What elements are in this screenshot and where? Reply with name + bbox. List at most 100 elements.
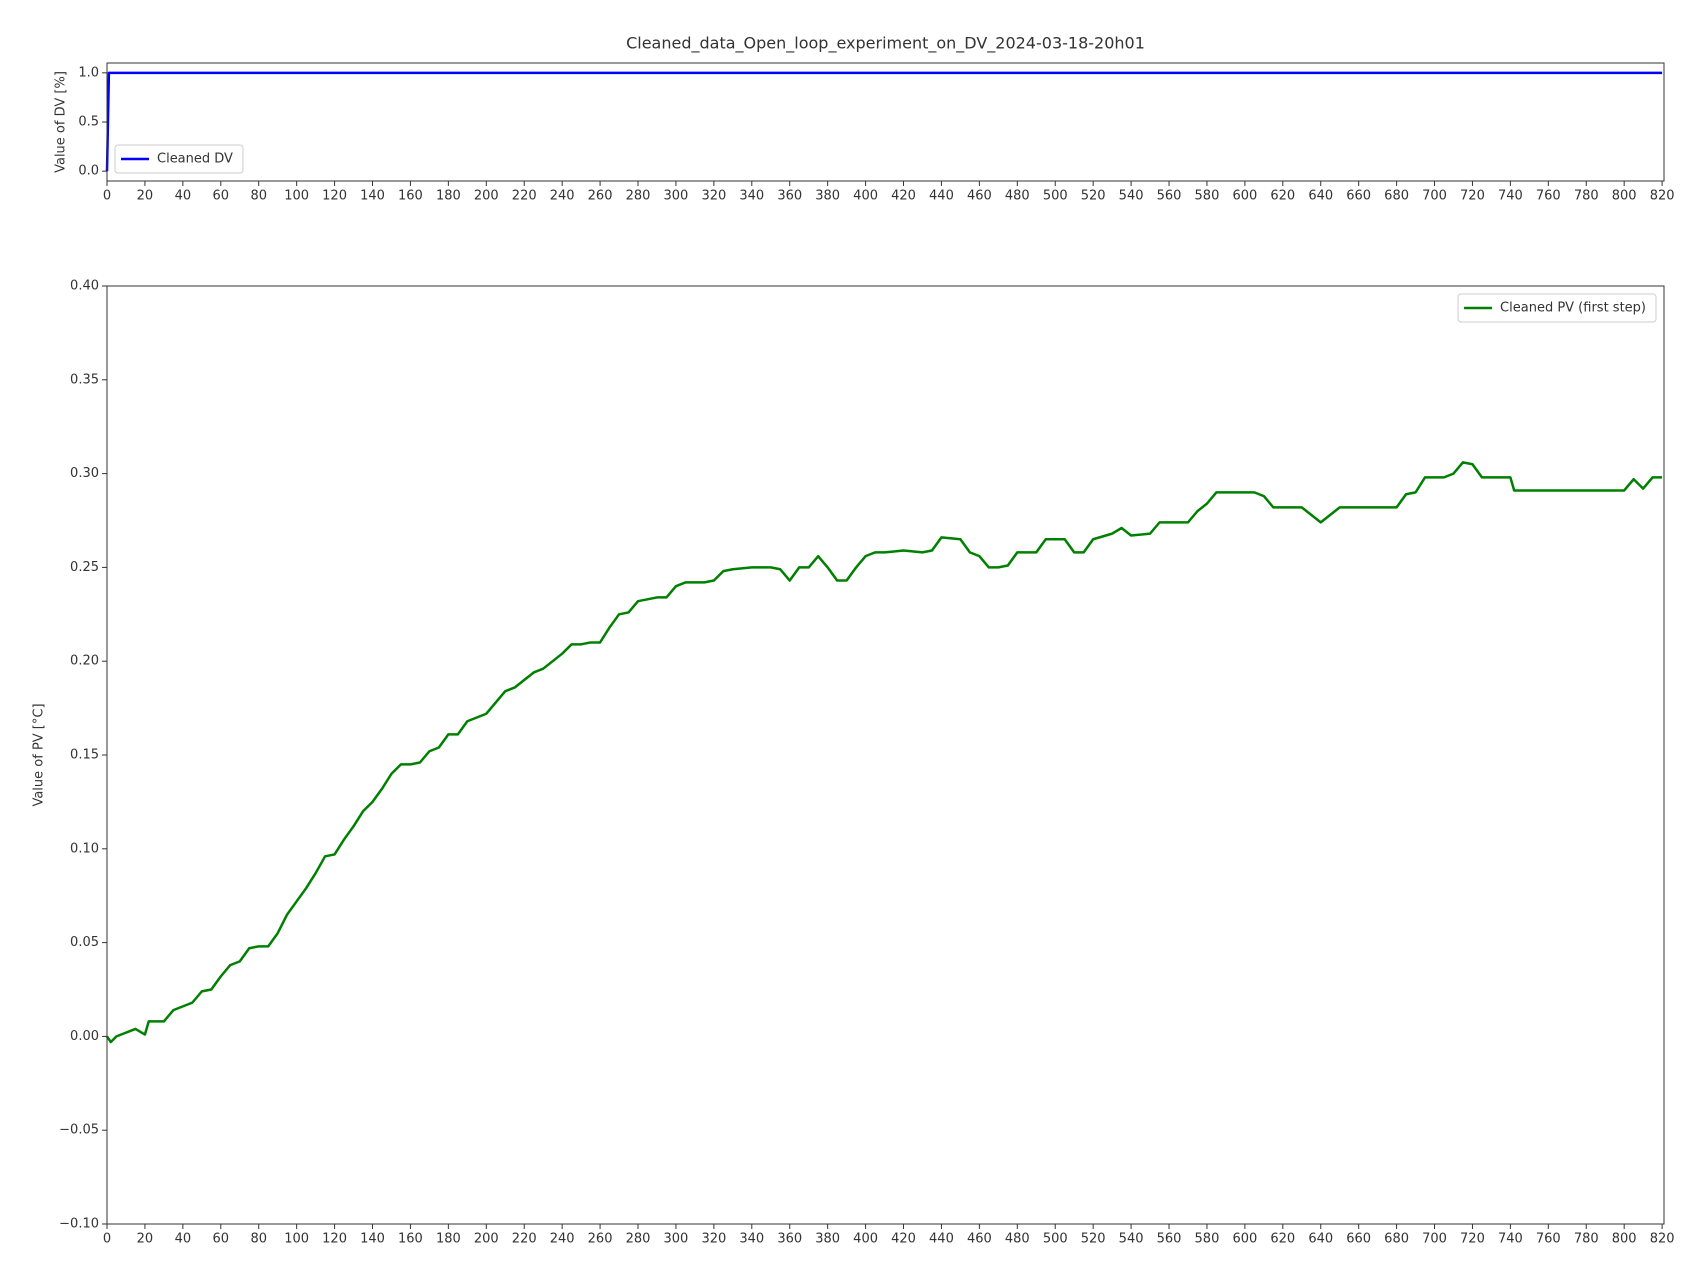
x-tick-label: 380 [815, 189, 840, 204]
x-tick-label: 240 [550, 1232, 575, 1247]
legend: Cleaned PV (first step) [1457, 293, 1657, 323]
x-tick-label: 160 [398, 189, 423, 204]
x-tick-label: 300 [664, 1232, 689, 1247]
data-line [105, 461, 1663, 1044]
y-tick-label: 0.40 [70, 279, 99, 294]
x-tick-label: 220 [512, 189, 537, 204]
x-tick-label: 460 [967, 189, 992, 204]
x-tick-label: 480 [1005, 1232, 1030, 1247]
x-tick-label: 800 [1612, 1232, 1637, 1247]
y-tick-label: 0.30 [70, 466, 99, 481]
x-tick-label: 100 [284, 1232, 309, 1247]
x-tick-label: 820 [1650, 189, 1675, 204]
x-tick-label: 260 [588, 189, 613, 204]
x-tick-label: 480 [1005, 189, 1030, 204]
x-tick-label: 720 [1460, 1232, 1485, 1247]
x-tick-label: 280 [626, 189, 651, 204]
x-tick-label: 400 [853, 1232, 878, 1247]
x-tick-label: 0 [103, 1232, 111, 1247]
x-tick-label: 300 [664, 189, 689, 204]
x-tick-label: 440 [929, 1232, 954, 1247]
y-tick-label: 0.10 [70, 841, 99, 856]
x-tick-label: 600 [1232, 189, 1257, 204]
x-tick-label: 60 [213, 189, 230, 204]
x-tick-label: 180 [436, 189, 461, 204]
x-tick-label: 720 [1460, 189, 1485, 204]
x-tick-label: 420 [891, 189, 916, 204]
x-tick-label: 780 [1574, 189, 1599, 204]
y-tick-label: 0.20 [70, 654, 99, 669]
x-tick-label: 500 [1043, 189, 1068, 204]
x-tick-label: 540 [1119, 189, 1144, 204]
x-tick-label: 280 [626, 1232, 651, 1247]
x-tick-label: 620 [1270, 1232, 1295, 1247]
y-tick-label: 0.15 [70, 748, 99, 763]
x-tick-label: 360 [777, 189, 802, 204]
y-tick-label: −0.05 [59, 1123, 99, 1138]
x-tick-label: 700 [1422, 189, 1447, 204]
x-tick-label: 40 [175, 1232, 192, 1247]
x-tick-label: 580 [1195, 189, 1220, 204]
x-tick-label: 660 [1346, 189, 1371, 204]
x-tick-label: 760 [1536, 189, 1561, 204]
x-tick-label: 60 [213, 1232, 230, 1247]
plot-frame [106, 62, 1665, 182]
x-tick-label: 560 [1157, 1232, 1182, 1247]
x-tick-label: 0 [103, 189, 111, 204]
x-tick-label: 700 [1422, 1232, 1447, 1247]
x-tick-label: 200 [474, 1232, 499, 1247]
x-tick-label: 220 [512, 1232, 537, 1247]
y-axis-label: Value of PV [°C] [32, 703, 47, 806]
x-tick-label: 540 [1119, 1232, 1144, 1247]
x-tick-label: 740 [1498, 1232, 1523, 1247]
legend-label: Cleaned DV [157, 152, 233, 167]
x-tick-label: 680 [1384, 189, 1409, 204]
x-tick-label: 120 [322, 1232, 347, 1247]
x-tick-label: 20 [137, 1232, 154, 1247]
x-tick-label: 800 [1612, 189, 1637, 204]
x-tick-label: 120 [322, 189, 347, 204]
y-tick-label: 0.05 [70, 935, 99, 950]
x-tick-label: 640 [1308, 189, 1333, 204]
plot-frame [106, 285, 1665, 1225]
x-tick-label: 500 [1043, 1232, 1068, 1247]
y-tick-label: 0.35 [70, 372, 99, 387]
x-tick-label: 680 [1384, 1232, 1409, 1247]
y-tick-label: 0.00 [70, 1029, 99, 1044]
x-tick-label: 400 [853, 189, 878, 204]
x-tick-label: 80 [250, 189, 267, 204]
x-tick-label: 820 [1650, 1232, 1675, 1247]
x-tick-label: 340 [739, 189, 764, 204]
x-tick-label: 380 [815, 1232, 840, 1247]
x-tick-label: 520 [1081, 189, 1106, 204]
x-tick-label: 140 [360, 1232, 385, 1247]
x-tick-label: 140 [360, 189, 385, 204]
x-tick-label: 560 [1157, 189, 1182, 204]
x-tick-label: 460 [967, 1232, 992, 1247]
x-tick-label: 20 [137, 189, 154, 204]
legend: Cleaned DV [114, 144, 244, 174]
y-tick-label: 0.5 [78, 115, 99, 130]
x-tick-label: 600 [1232, 1232, 1257, 1247]
y-tick-label: 0.25 [70, 560, 99, 575]
x-tick-label: 160 [398, 1232, 423, 1247]
x-tick-label: 80 [250, 1232, 267, 1247]
x-tick-label: 340 [739, 1232, 764, 1247]
x-tick-label: 660 [1346, 1232, 1371, 1247]
x-tick-label: 320 [701, 1232, 726, 1247]
chart-title: Cleaned_data_Open_loop_experiment_on_DV_… [626, 34, 1145, 54]
x-tick-label: 520 [1081, 1232, 1106, 1247]
x-tick-label: 740 [1498, 189, 1523, 204]
y-tick-label: 0.0 [78, 164, 99, 179]
x-tick-label: 320 [701, 189, 726, 204]
x-tick-label: 180 [436, 1232, 461, 1247]
x-tick-label: 260 [588, 1232, 613, 1247]
x-tick-label: 240 [550, 189, 575, 204]
x-tick-label: 100 [284, 189, 309, 204]
x-tick-label: 440 [929, 189, 954, 204]
x-tick-label: 580 [1195, 1232, 1220, 1247]
x-tick-label: 360 [777, 1232, 802, 1247]
legend-label: Cleaned PV (first step) [1500, 301, 1646, 316]
y-axis-label: Value of DV [%] [54, 71, 69, 173]
